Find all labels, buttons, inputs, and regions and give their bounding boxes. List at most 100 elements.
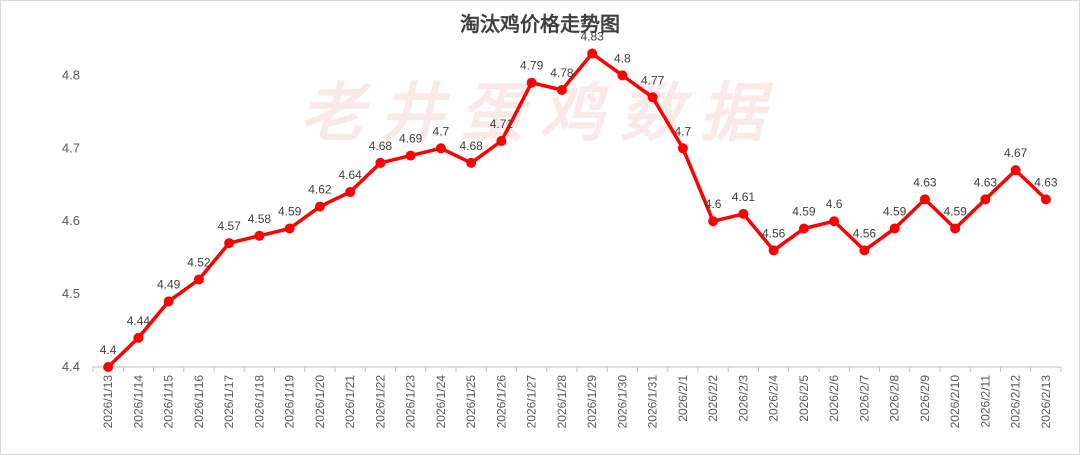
x-tick-label: 2026/1/31 <box>646 375 660 429</box>
watermark: 老井蛋鸡数据 <box>300 76 780 151</box>
x-tick-label: 2026/1/18 <box>252 375 266 429</box>
data-point <box>708 216 719 227</box>
y-tick-label: 4.5 <box>62 286 80 301</box>
y-tick-label: 4.8 <box>62 67 80 82</box>
data-label: 4.64 <box>338 168 362 182</box>
data-point <box>133 332 144 343</box>
data-label: 4.59 <box>792 204 816 218</box>
data-point <box>768 245 779 256</box>
x-tick-label: 2026/2/11 <box>978 375 992 428</box>
data-label: 4.79 <box>520 59 544 73</box>
x-tick-label: 2026/2/9 <box>918 375 932 422</box>
x-tick-label: 2026/1/26 <box>494 375 508 429</box>
x-tick-label: 2026/1/14 <box>131 375 145 429</box>
data-label: 4.67 <box>1004 146 1028 160</box>
x-tick-label: 2026/2/5 <box>797 375 811 422</box>
data-point <box>1010 165 1021 176</box>
data-point <box>617 70 628 81</box>
x-tick-label: 2026/2/7 <box>857 375 871 422</box>
data-point <box>587 48 598 59</box>
data-point <box>314 201 325 212</box>
price-line <box>106 51 1048 369</box>
data-point <box>526 77 537 88</box>
data-point <box>889 223 900 234</box>
data-label: 4.61 <box>732 190 756 204</box>
data-label: 4.7 <box>675 124 692 138</box>
data-point <box>738 208 749 219</box>
data-label: 4.63 <box>913 175 937 189</box>
x-tick-label: 2026/1/22 <box>373 375 387 429</box>
x-tick-label: 2026/2/10 <box>948 375 962 429</box>
x-tick-label: 2026/2/8 <box>888 375 902 422</box>
data-point <box>345 187 356 198</box>
data-point <box>980 194 991 205</box>
data-label: 4.68 <box>459 139 483 153</box>
x-tick-label: 2026/1/23 <box>404 375 418 429</box>
data-label: 4.59 <box>943 204 967 218</box>
data-label: 4.63 <box>974 175 998 189</box>
data-point <box>798 223 809 234</box>
x-tick-label: 2026/1/15 <box>162 375 176 429</box>
data-label: 4.83 <box>580 30 604 44</box>
data-label: 4.78 <box>550 66 574 80</box>
y-tick-label: 4.4 <box>62 359 80 374</box>
data-point <box>284 223 295 234</box>
data-point <box>435 143 446 154</box>
data-point <box>829 216 840 227</box>
x-tick-label: 2026/1/16 <box>192 375 206 429</box>
data-point <box>859 245 870 256</box>
x-tick-label: 2026/1/30 <box>615 375 629 429</box>
x-tick-label: 2026/2/6 <box>827 375 841 422</box>
data-label: 4.7 <box>433 124 450 138</box>
y-axis-labels: 4.4 4.5 4.6 4.7 4.8 <box>62 67 80 374</box>
x-axis-labels: 2026/1/13 2026/1/14 2026/1/15 2026/1/16 2026… <box>101 375 1053 429</box>
data-labels: 4.4 4.44 4.49 4.52 4.57 4.58 4.59 4.62 4.64 4.68 4… <box>100 30 1058 357</box>
data-label: 4.62 <box>308 183 332 197</box>
x-tick-label: 2026/2/2 <box>706 375 720 422</box>
data-label: 4.6 <box>826 197 843 211</box>
data-point <box>254 230 265 241</box>
data-label: 4.69 <box>399 132 423 146</box>
data-point <box>163 296 174 307</box>
y-tick-label: 4.7 <box>62 140 80 155</box>
data-label: 4.59 <box>883 204 907 218</box>
data-point <box>466 157 477 168</box>
data-point <box>919 194 930 205</box>
x-tick-label: 2026/2/3 <box>736 375 750 422</box>
data-label: 4.8 <box>614 51 631 65</box>
x-tick-label: 2026/1/20 <box>313 375 327 429</box>
data-point <box>405 150 416 161</box>
x-tick-label: 2026/1/27 <box>525 375 539 429</box>
data-point <box>193 274 204 285</box>
x-tick-label: 2026/1/17 <box>222 375 236 429</box>
data-label: 4.49 <box>157 277 181 291</box>
data-point <box>496 136 507 147</box>
data-point <box>1040 194 1051 205</box>
data-label: 4.58 <box>248 212 272 226</box>
data-label: 4.77 <box>641 73 665 87</box>
data-label: 4.56 <box>853 226 877 240</box>
x-tick-label: 2026/2/4 <box>767 375 781 422</box>
data-label: 4.56 <box>762 226 786 240</box>
data-points <box>103 48 1051 372</box>
data-point <box>950 223 961 234</box>
x-tick-label: 2026/1/21 <box>343 375 357 429</box>
data-label: 4.68 <box>369 139 393 153</box>
chart-title: 淘汰鸡价格走势图 <box>460 12 620 36</box>
x-tick-label: 2026/2/1 <box>676 375 690 422</box>
x-tick-label: 2026/1/28 <box>555 375 569 429</box>
x-tick-label: 2026/2/13 <box>1039 375 1053 429</box>
data-point <box>224 238 235 249</box>
data-label: 4.63 <box>1034 175 1058 189</box>
data-label: 4.6 <box>705 197 722 211</box>
x-tick-label: 2026/1/25 <box>464 375 478 429</box>
x-axis-ticks <box>92 367 1062 372</box>
data-label: 4.57 <box>217 219 241 233</box>
data-point <box>647 92 658 103</box>
data-point <box>677 143 688 154</box>
data-point <box>103 362 114 372</box>
x-tick-label: 2026/1/29 <box>585 375 599 429</box>
x-tick-label: 2026/2/12 <box>1009 375 1023 429</box>
